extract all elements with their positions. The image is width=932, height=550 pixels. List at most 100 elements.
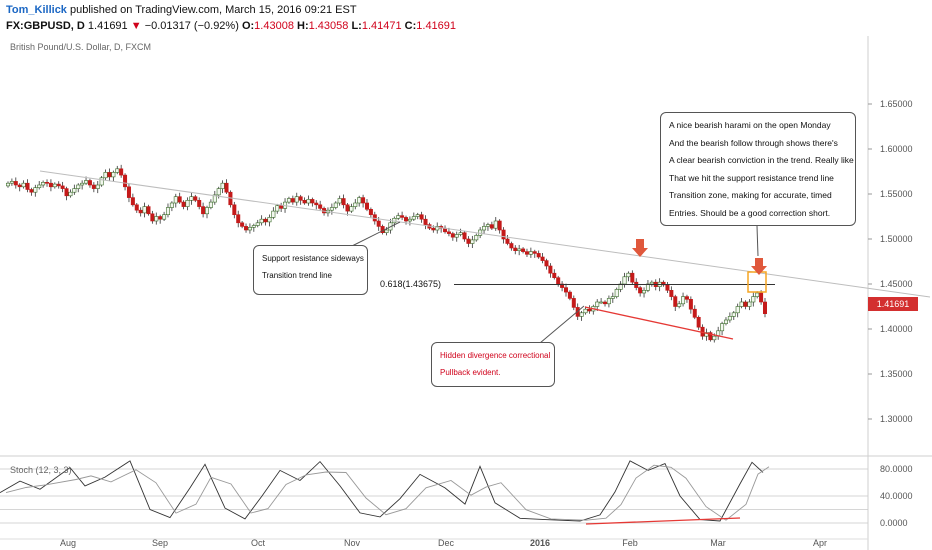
candle[interactable] — [751, 296, 756, 303]
candle[interactable] — [95, 184, 100, 189]
trend-line[interactable] — [39, 170, 931, 298]
candle[interactable] — [267, 217, 272, 223]
candle[interactable] — [138, 209, 143, 214]
candle[interactable] — [669, 290, 674, 297]
candle[interactable] — [150, 213, 155, 222]
candle[interactable] — [404, 217, 409, 222]
candle[interactable] — [263, 218, 268, 223]
candle[interactable] — [333, 202, 338, 208]
candle[interactable] — [493, 220, 498, 229]
candle[interactable] — [181, 201, 186, 207]
candle[interactable] — [735, 306, 740, 314]
candle[interactable] — [255, 222, 260, 226]
candle[interactable] — [251, 225, 256, 228]
candle[interactable] — [232, 204, 237, 216]
candle[interactable] — [688, 298, 693, 310]
candle[interactable] — [205, 207, 210, 215]
candle[interactable] — [603, 301, 608, 305]
candle[interactable] — [341, 198, 346, 206]
candle[interactable] — [353, 202, 358, 207]
candle[interactable] — [532, 251, 537, 254]
candle[interactable] — [52, 183, 57, 188]
candle[interactable] — [103, 172, 108, 179]
candle[interactable] — [450, 233, 455, 238]
candle[interactable] — [216, 188, 221, 196]
candle[interactable] — [419, 214, 424, 220]
candle[interactable] — [536, 253, 541, 258]
candle[interactable] — [247, 227, 252, 231]
candle[interactable] — [396, 215, 401, 219]
candle[interactable] — [162, 214, 167, 220]
candle[interactable] — [614, 289, 619, 297]
candle[interactable] — [563, 287, 568, 293]
candle[interactable] — [411, 216, 416, 220]
harami-callout[interactable]: A nice bearish harami on the open Monday… — [660, 112, 856, 226]
candle[interactable] — [505, 238, 510, 244]
candle[interactable] — [177, 196, 182, 203]
candle[interactable] — [21, 182, 26, 188]
candle[interactable] — [731, 312, 736, 317]
candle[interactable] — [45, 182, 50, 184]
candle[interactable] — [435, 226, 440, 231]
candle[interactable] — [684, 296, 689, 300]
candle[interactable] — [727, 316, 732, 321]
candle[interactable] — [17, 184, 22, 188]
candle[interactable] — [337, 198, 342, 204]
candle[interactable] — [275, 205, 280, 212]
candle[interactable] — [446, 231, 451, 234]
candle[interactable] — [762, 301, 767, 314]
candle[interactable] — [431, 227, 436, 231]
candle[interactable] — [743, 301, 748, 307]
candle[interactable] — [9, 181, 14, 184]
candle[interactable] — [224, 182, 229, 193]
candle[interactable] — [755, 292, 760, 297]
candle[interactable] — [76, 184, 81, 189]
candle[interactable] — [759, 292, 764, 303]
candle[interactable] — [571, 298, 576, 308]
candle[interactable] — [610, 296, 615, 299]
candle[interactable] — [48, 182, 53, 188]
candle[interactable] — [25, 182, 30, 190]
candle[interactable] — [723, 319, 728, 324]
candle[interactable] — [146, 206, 151, 215]
candle[interactable] — [747, 301, 752, 307]
candle[interactable] — [665, 284, 670, 291]
candle[interactable] — [622, 276, 627, 285]
candle[interactable] — [474, 235, 479, 241]
candle[interactable] — [606, 298, 611, 305]
candle[interactable] — [462, 232, 467, 240]
candle[interactable] — [13, 181, 18, 186]
candle[interactable] — [458, 232, 463, 235]
candle[interactable] — [290, 198, 295, 203]
candle[interactable] — [587, 308, 592, 312]
candle[interactable] — [119, 168, 124, 176]
candle[interactable] — [692, 308, 697, 318]
candle[interactable] — [259, 218, 264, 224]
candle[interactable] — [111, 172, 116, 178]
candle[interactable] — [99, 177, 104, 186]
candle[interactable] — [361, 197, 366, 204]
candle[interactable] — [294, 196, 299, 203]
candle[interactable] — [158, 216, 163, 220]
candle[interactable] — [193, 196, 198, 201]
candle[interactable] — [638, 287, 643, 294]
candle[interactable] — [329, 207, 334, 211]
candle[interactable] — [454, 234, 459, 238]
candle[interactable] — [712, 335, 717, 341]
candle[interactable] — [489, 224, 494, 229]
candle[interactable] — [349, 206, 354, 212]
candle[interactable] — [528, 251, 533, 255]
candle[interactable] — [364, 202, 369, 210]
divergence-callout[interactable]: Hidden divergence correctional Pullback … — [431, 342, 555, 387]
candle[interactable] — [236, 214, 241, 224]
candle[interactable] — [286, 198, 291, 203]
candle[interactable] — [41, 182, 46, 186]
candle[interactable] — [345, 204, 350, 212]
candle[interactable] — [466, 238, 471, 244]
candle[interactable] — [415, 214, 420, 217]
candle[interactable] — [68, 191, 73, 197]
candle[interactable] — [244, 226, 249, 231]
candle[interactable] — [521, 248, 526, 252]
candle[interactable] — [599, 301, 604, 304]
candle[interactable] — [423, 218, 428, 225]
